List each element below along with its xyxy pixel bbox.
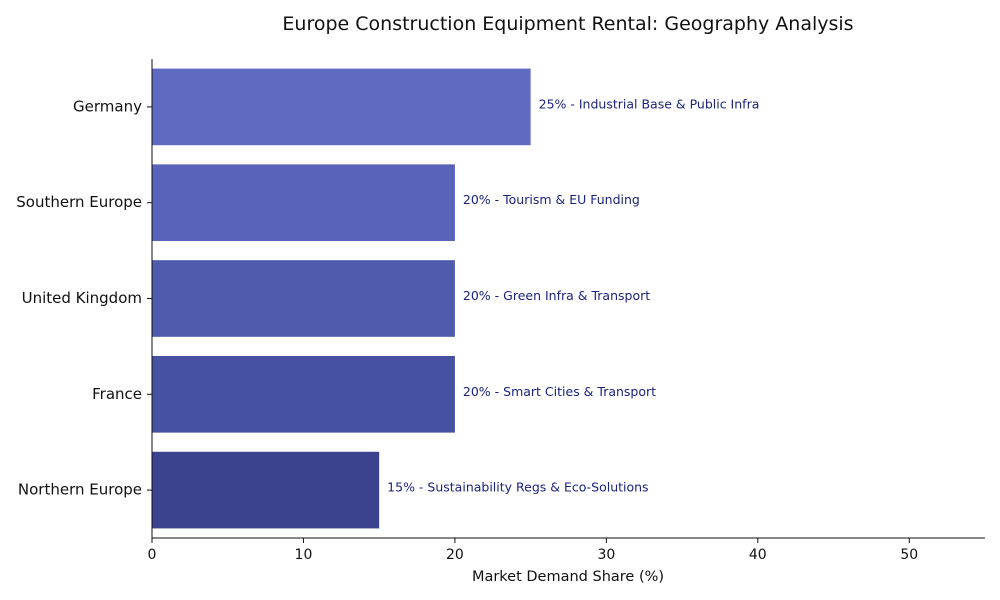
category-labels-group: Germany Southern Europe United Kingdom Fran… bbox=[16, 97, 152, 499]
x-tick-label-10: 10 bbox=[295, 547, 313, 563]
x-ticks-group: 0 10 20 30 40 50 bbox=[148, 538, 918, 563]
category-label-france: France bbox=[92, 385, 142, 403]
category-label-southern-europe: Southern Europe bbox=[16, 193, 142, 211]
data-labels-group: 25% - Industrial Base & Public Infra 20% … bbox=[387, 96, 759, 494]
bar-southern-europe bbox=[152, 164, 455, 242]
bars-group bbox=[152, 68, 531, 529]
x-tick-label-20: 20 bbox=[446, 547, 464, 563]
x-tick-label-0: 0 bbox=[148, 547, 157, 563]
bar-germany bbox=[152, 68, 531, 146]
data-label-northern-europe: 15% - Sustainability Regs & Eco-Solution… bbox=[387, 480, 648, 495]
x-tick-label-30: 30 bbox=[597, 547, 615, 563]
chart-title: Europe Construction Equipment Rental: Ge… bbox=[282, 13, 853, 35]
x-axis-label: Market Demand Share (%) bbox=[472, 569, 664, 585]
category-label-northern-europe: Northern Europe bbox=[18, 481, 142, 499]
data-label-germany: 25% - Industrial Base & Public Infra bbox=[539, 96, 760, 111]
bar-united-kingdom bbox=[152, 260, 455, 337]
category-label-germany: Germany bbox=[73, 97, 142, 115]
bar-france bbox=[152, 355, 455, 433]
x-tick-label-50: 50 bbox=[900, 547, 918, 563]
data-label-france: 20% - Smart Cities & Transport bbox=[463, 384, 656, 399]
x-tick-label-40: 40 bbox=[749, 547, 767, 563]
data-label-southern-europe: 20% - Tourism & EU Funding bbox=[463, 192, 640, 207]
data-label-united-kingdom: 20% - Green Infra & Transport bbox=[463, 288, 650, 303]
category-label-united-kingdom: United Kingdom bbox=[22, 289, 142, 307]
bar-northern-europe bbox=[152, 451, 380, 529]
